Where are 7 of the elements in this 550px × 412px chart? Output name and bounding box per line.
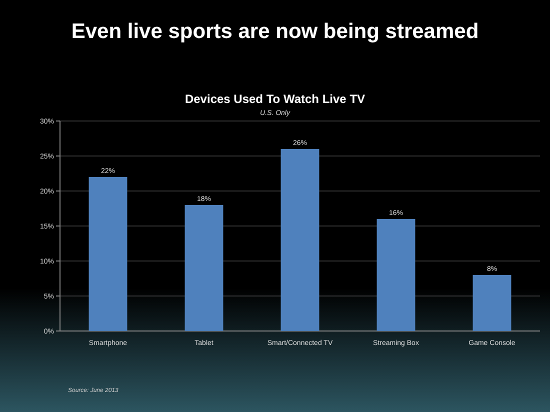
bar [472,275,512,331]
bar [88,177,128,331]
bar [280,149,320,331]
chart-subtitle: Devices Used To Watch Live TV [184,92,366,106]
bar [376,219,416,331]
bar [184,205,224,331]
chart-title: Even live sports are now being streamed [71,20,479,43]
